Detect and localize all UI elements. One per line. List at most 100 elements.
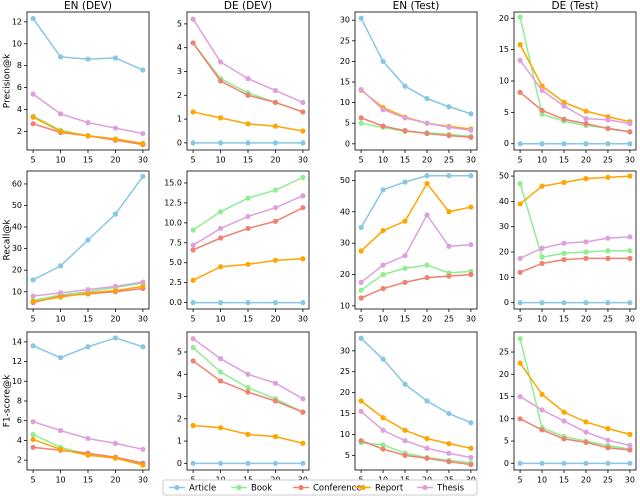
marker <box>424 120 430 126</box>
y-tick-label: 6 <box>17 416 22 425</box>
y-tick-label: 1 <box>177 437 182 446</box>
marker <box>605 117 611 123</box>
marker <box>112 211 119 217</box>
marker <box>57 128 64 134</box>
series: Article <box>190 460 306 466</box>
y-tick-label: 30 <box>340 16 350 25</box>
marker <box>627 129 633 135</box>
marker <box>446 243 452 249</box>
series: Article <box>30 335 146 361</box>
panel-title: EN (Test) <box>393 0 440 12</box>
marker <box>217 209 224 215</box>
marker <box>30 436 36 443</box>
y-tick-label: 7.5 <box>169 238 182 247</box>
marker <box>605 426 611 432</box>
marker <box>539 183 545 189</box>
marker <box>112 288 119 294</box>
x-tick-label: 10 <box>55 156 65 165</box>
y-tick-label: 3 <box>177 392 182 401</box>
marker <box>561 460 567 466</box>
marker <box>217 300 224 306</box>
x-tick-label: 10 <box>537 156 547 165</box>
marker <box>583 419 589 425</box>
x-tick-label: 10 <box>537 315 547 324</box>
x-tick-label: 5 <box>518 476 523 485</box>
y-tick-label: 50 <box>340 176 350 185</box>
marker <box>272 380 279 386</box>
marker <box>358 120 364 126</box>
y-axis-label: Recall@k <box>3 219 13 261</box>
marker <box>583 108 589 114</box>
marker <box>217 378 224 384</box>
x-tick-label: 30 <box>138 315 148 324</box>
series: Thesis <box>30 91 146 137</box>
marker <box>627 447 633 453</box>
marker <box>140 140 146 147</box>
marker <box>583 116 589 122</box>
x-tick-label: 20 <box>110 156 120 165</box>
legend-box <box>162 479 478 496</box>
marker <box>446 459 452 465</box>
legend-marker <box>360 484 366 491</box>
x-tick-label: 5 <box>31 315 36 324</box>
series: Conference <box>190 205 306 253</box>
marker <box>245 431 251 437</box>
marker <box>402 438 408 444</box>
series: Report <box>517 173 633 207</box>
marker <box>300 205 306 211</box>
series: Conference <box>358 438 474 468</box>
marker <box>605 235 611 241</box>
marker <box>245 371 251 377</box>
y-tick-label: 5 <box>345 451 350 460</box>
marker <box>57 446 64 452</box>
marker <box>583 255 589 261</box>
y-tick-label: 3 <box>177 67 182 76</box>
marker <box>300 300 306 306</box>
marker <box>627 255 633 261</box>
marker <box>539 391 545 397</box>
marker <box>539 245 545 251</box>
y-tick-label: 4 <box>177 43 182 52</box>
y-tick-label: 20 <box>12 266 22 275</box>
legend-marker <box>236 484 242 491</box>
marker <box>358 335 364 341</box>
line <box>519 236 630 260</box>
series: Article <box>30 15 146 73</box>
marker <box>217 425 224 431</box>
series: Conference <box>517 89 633 135</box>
marker <box>446 124 452 130</box>
legend-label: Thesis <box>436 484 465 494</box>
y-tick-label: 10 <box>12 377 22 386</box>
x-tick-label: 10 <box>55 476 65 485</box>
series: Conference <box>358 271 474 301</box>
marker <box>468 173 474 179</box>
x-tick-label: 10 <box>378 156 388 165</box>
x-tick-label: 10 <box>215 315 225 324</box>
marker <box>539 300 545 306</box>
series: Report <box>358 398 474 451</box>
marker <box>517 460 523 466</box>
line <box>519 418 630 451</box>
marker <box>217 78 224 84</box>
marker <box>30 298 36 305</box>
marker <box>424 455 430 461</box>
marker <box>140 446 146 452</box>
x-tick-label: 5 <box>359 315 364 324</box>
marker <box>245 460 251 466</box>
line <box>519 44 631 123</box>
marker <box>190 16 196 22</box>
series: Book <box>358 262 474 293</box>
marker <box>245 140 251 146</box>
marker <box>380 271 386 278</box>
marker <box>424 262 430 268</box>
panel-title: DE (Test) <box>552 0 599 12</box>
panel-title: DE (DEV) <box>224 0 272 12</box>
marker <box>112 136 119 142</box>
line <box>360 117 471 138</box>
marker <box>358 248 364 254</box>
series: Thesis <box>30 279 146 299</box>
marker <box>424 275 430 281</box>
marker <box>583 141 589 147</box>
y-tick-label: 10 <box>12 287 22 296</box>
marker <box>539 260 545 267</box>
